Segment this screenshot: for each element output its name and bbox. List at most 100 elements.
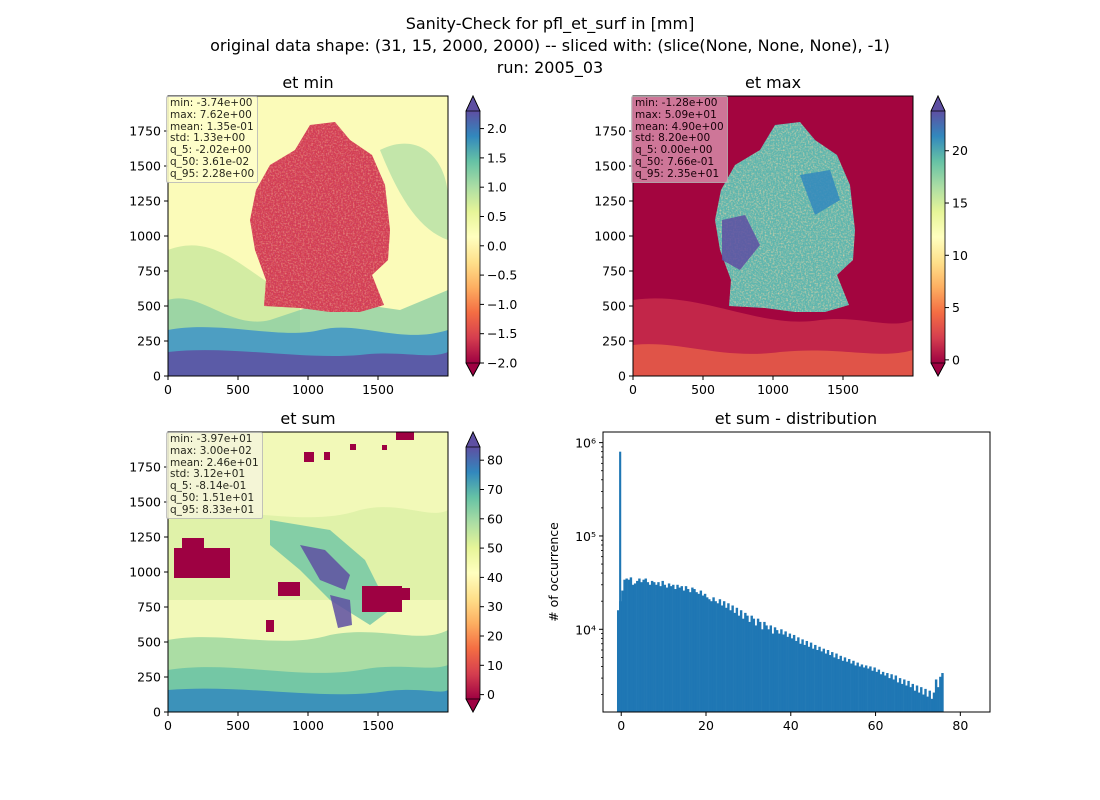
et-min-axes: 0 500 1000 1500 0 250 500 750 1000 1250 1500 1750 <box>129 124 394 398</box>
histogram-bar <box>765 625 768 712</box>
histogram-bar <box>665 587 669 712</box>
histogram-bar <box>746 615 749 712</box>
histogram-bar <box>644 578 647 712</box>
histogram-bar <box>797 637 800 712</box>
histogram-bar <box>661 580 664 712</box>
et-max-cbtick-label: 20 <box>952 143 968 158</box>
et-min-stat-min: min: -3.74e+00 <box>170 97 253 109</box>
histogram-bar <box>884 675 887 712</box>
histogram-bar <box>735 607 739 712</box>
et-sum-cbtick-label: 30 <box>487 599 503 614</box>
et-max-colorbar-ticks: 20 15 10 5 0 <box>945 143 968 367</box>
histogram-bar <box>720 605 724 712</box>
histogram-ylabel: # of occurrence <box>546 522 561 622</box>
histogram-bar <box>799 643 802 712</box>
histogram-bar <box>684 586 688 712</box>
histogram-ytick-label: 10⁶ <box>575 436 596 451</box>
et-min-colorbar <box>466 111 480 363</box>
histogram-bar <box>667 583 671 712</box>
histogram-bar <box>678 587 681 712</box>
histogram-bar <box>839 655 842 712</box>
et-sum-cbtick-label: 0 <box>487 687 495 702</box>
histogram-bar <box>650 580 654 712</box>
histogram-bar <box>663 584 667 712</box>
et-sum-stat-min: min: -3.97e+01 <box>170 433 253 445</box>
histogram-bar <box>937 687 940 712</box>
histogram-bar <box>784 631 787 712</box>
histogram-bar <box>636 580 639 712</box>
histogram-bar <box>729 610 732 712</box>
histogram-bar <box>790 638 794 712</box>
histogram-bar <box>920 687 923 712</box>
histogram-bar <box>795 640 798 712</box>
histogram-bar <box>890 674 893 712</box>
histogram-bar <box>769 625 773 712</box>
histogram-bar <box>703 593 707 712</box>
et-sum-cbtick-label: 70 <box>487 482 503 497</box>
histogram-bar <box>640 582 643 712</box>
histogram-bar <box>879 674 883 712</box>
histogram-bar <box>778 633 781 712</box>
histogram-bar <box>860 664 864 712</box>
histogram-bar <box>758 621 762 712</box>
histogram-bar <box>862 667 866 712</box>
histogram-bar <box>699 590 703 712</box>
histogram-bar <box>924 688 927 712</box>
histogram-bar <box>669 586 673 712</box>
histogram-bar <box>676 584 679 712</box>
et-sum-stat-mean: mean: 2.46e+01 <box>170 456 259 469</box>
et-sum-stat-std: std: 3.12e+01 <box>170 468 246 481</box>
et-sum-ytick-label: 1500 <box>129 495 161 510</box>
et-min-stat-max: max: 7.62e+00 <box>170 108 252 121</box>
histogram-bar <box>881 671 885 712</box>
et-sum-panel: et sum 0 500 1000 1500025050075010001250150… <box>129 409 503 733</box>
et-sum-ytick-label: 1750 <box>129 460 161 475</box>
histogram-bar <box>905 685 908 712</box>
et-max-ytick-label: 1000 <box>594 229 626 244</box>
histogram-ytick-label: 10⁴ <box>575 622 596 637</box>
histogram-bar <box>869 666 872 712</box>
et-sum-ytick-label: 500 <box>137 635 161 650</box>
histogram-bar <box>824 653 828 712</box>
et-sum-colorbar <box>466 447 480 699</box>
et-max-xtick-label: 0 <box>629 382 637 397</box>
et-min-cbtick-label: 0.0 <box>487 238 507 253</box>
histogram-bar <box>915 685 919 712</box>
histogram-bar <box>873 667 876 712</box>
et-sum-stat-q95: q_95: 8.33e+01 <box>170 503 255 516</box>
et-max-stat-std: std: 8.20e+00 <box>635 132 711 145</box>
figure-subtitle-run: run: 2005_03 <box>496 58 604 77</box>
et-sum-ytick-label: 0 <box>153 705 161 720</box>
et-min-xtick-label: 1000 <box>292 382 324 397</box>
histogram-bar <box>811 648 815 712</box>
histogram-bar <box>695 592 698 712</box>
et-max-cbtick-label: 5 <box>952 300 960 315</box>
histogram-bar <box>867 668 870 712</box>
et-sum-cbtick-label: 60 <box>487 511 503 526</box>
histogram-bars <box>616 451 944 712</box>
histogram-bar <box>837 659 840 712</box>
histogram-bar <box>693 589 696 712</box>
histogram-bar <box>616 610 620 712</box>
histogram-xtick-label: 0 <box>617 718 625 733</box>
et-min-cbtick-label: −0.5 <box>487 268 517 283</box>
histogram-bar <box>710 601 713 712</box>
histogram-bar <box>820 651 823 712</box>
et-max-ytick-label: 0 <box>618 369 626 384</box>
histogram-bar <box>788 633 792 712</box>
et-max-cbtick-label: 10 <box>952 248 968 263</box>
histogram-bar <box>633 583 637 712</box>
histogram-bar <box>754 625 758 712</box>
histogram-bar <box>627 579 631 712</box>
et-max-xtick-label: 1500 <box>827 382 859 397</box>
et-min-xtick-label: 500 <box>226 382 250 397</box>
histogram-bar <box>733 612 736 712</box>
et-min-title: et min <box>282 73 333 92</box>
histogram-bar <box>926 696 929 712</box>
et-min-ytick-label: 0 <box>153 369 161 384</box>
histogram-bar <box>911 683 915 712</box>
histogram-bar <box>642 579 645 712</box>
histogram-bar <box>903 679 906 712</box>
et-min-cbtick-label: 1.5 <box>487 150 507 165</box>
histogram-bar <box>818 646 821 712</box>
